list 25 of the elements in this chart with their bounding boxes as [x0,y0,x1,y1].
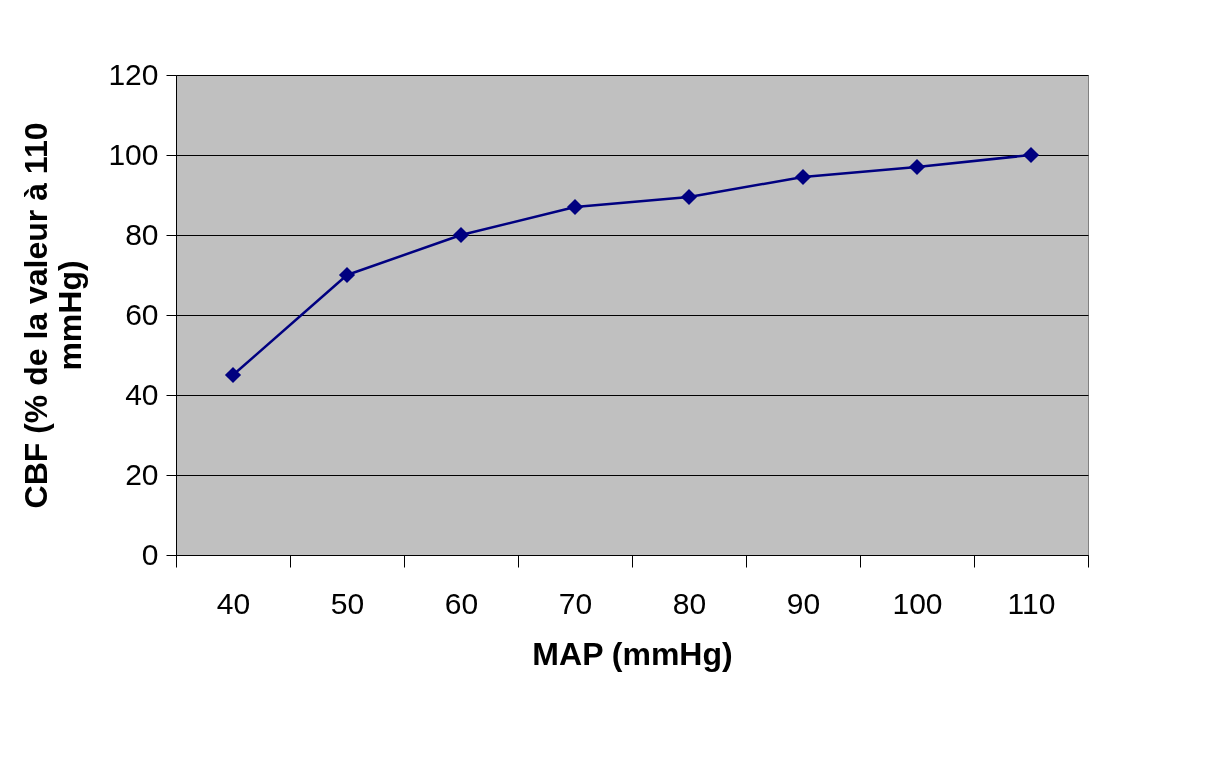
y-axis-title: CBF (% de la valeur à 110 mmHg) [18,122,89,509]
point [908,158,926,176]
y-tick-label: 20 [125,457,159,491]
point [566,198,584,216]
x-tick-label: 80 [672,586,707,620]
y-tick-label: 40 [125,377,159,411]
x-tick-label: 100 [892,586,943,620]
x-axis-title: MAP (mmHg) [532,635,733,672]
point [1022,146,1040,164]
point [680,188,698,206]
y-tick-label: 120 [108,57,159,91]
point [338,266,356,284]
x-tick-label: 50 [330,586,365,620]
x-tick-label: 40 [216,586,251,620]
x-tick-label: 90 [786,586,821,620]
point [794,168,812,186]
y-tick-label: 100 [108,137,159,171]
x-tick-label: 60 [444,586,479,620]
point [452,226,470,244]
y-tick-label: 0 [141,537,159,571]
x-tick-label: 70 [558,586,593,620]
point [224,366,242,384]
x-tick-label: 110 [1007,586,1056,620]
y-tick-label: 80 [125,217,159,251]
y-tick-label: 60 [125,297,159,331]
